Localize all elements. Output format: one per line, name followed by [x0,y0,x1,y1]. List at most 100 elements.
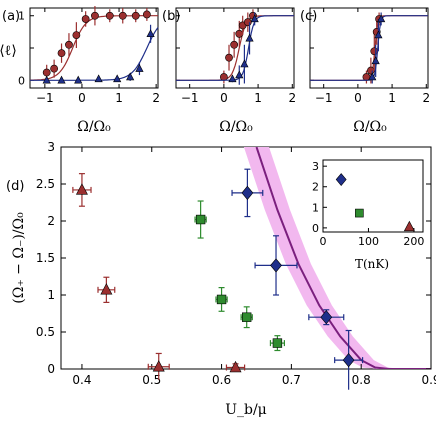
x-tick-label: 0.5 [142,373,161,387]
data-point [75,183,88,195]
x-tick-label: 0 [78,91,86,105]
panel-c-ticks: −1 0 1 2 [310,8,430,105]
panel-b-letter: (b) [162,9,180,24]
data-point [272,338,283,348]
x-tick-label: 1 [254,91,262,105]
x-tick-label: 0 [354,91,362,105]
data-point [250,14,259,23]
data-point [146,29,155,37]
data-point [91,11,99,20]
data-point [342,353,355,368]
y-tick-label: 1 [18,10,25,23]
inset-y-tick-label: 3 [312,160,319,173]
panel-a-ylabel: ⟨ℓ⟩ [0,43,17,59]
data-point [368,72,377,81]
data-point [50,64,59,73]
data-point [228,74,237,83]
data-point [243,18,252,27]
x-tick-label: 2 [422,91,430,105]
panel-d: (d) (Ω₊ − Ω₋)/Ω₀ U_b/μ 0.4 0.5 0.6 0.7 0.8 0.… [6,140,436,418]
x-tick-label: 2 [152,91,160,105]
data-point [113,74,122,83]
y-tick-label: 0 [18,74,25,87]
y-tick-label: 2 [47,214,55,228]
data-point [195,214,206,225]
data-point [374,30,383,39]
inset-point [355,208,364,218]
panel-d-letter: (d) [6,179,24,194]
inset-x-tick-label: 200 [403,235,424,248]
data-point [42,68,51,77]
inset-y-tick-label: 2 [312,181,319,194]
data-point [245,33,254,42]
data-point [142,10,151,19]
x-tick-label: −1 [36,91,54,105]
x-tick-label: 0.6 [212,373,231,387]
inset-xlabel: T(nK) [355,257,389,271]
data-point [57,49,66,58]
inset-y-tick-label: 0 [312,222,319,235]
panel-d-ylabel: (Ω₊ − Ω₋)/Ω₀ [11,212,27,304]
fit-curve [30,27,159,81]
y-tick-label: 3 [47,140,55,154]
inset-ticks: 0 100 200 0 1 2 3 [312,160,424,248]
y-tick-label: 0 [47,362,55,376]
y-tick-label: 1.5 [36,251,55,265]
panel-c-marks [310,12,428,84]
data-point [72,31,81,39]
data-point [135,64,144,72]
inset-x-tick-label: 100 [358,235,379,248]
data-point [241,312,252,322]
x-tick-label: 2 [288,91,296,105]
data-point [126,72,135,81]
panel-c: (c) Ω/Ω₀ −1 0 1 2 [300,7,430,135]
data-point [320,310,333,325]
inset-marks [335,173,415,232]
panel-b: (b) Ω/Ω₀ −1 0 1 2 [162,7,296,135]
panel-b-ticks: −1 0 1 2 [176,8,296,105]
data-point [131,11,140,20]
inset: T(nK) 0 100 200 0 1 2 3 [312,159,424,271]
data-point [65,40,73,49]
panel-a-ticks: −1 0 1 2 0 1 [18,8,160,105]
x-tick-label: 0.7 [282,373,301,387]
y-tick-label: 1 [47,288,55,302]
panel-d-xlabel: U_b/μ [225,402,267,418]
data-point [216,294,227,305]
inset-x-tick-label: 0 [320,235,327,248]
panel-a-xlabel: Ω/Ω₀ [77,119,111,135]
inset-point [335,173,347,187]
theory-band [243,147,431,369]
data-point [118,11,127,20]
data-point [270,258,282,273]
panel-a-frame [29,7,159,89]
x-tick-label: 1 [388,91,396,105]
data-point [240,59,249,68]
panel-a-letter: (a) [2,9,20,24]
data-point [377,14,386,23]
data-point [366,66,375,75]
data-point [219,73,228,81]
x-tick-label: 0.4 [72,373,91,387]
panel-c-xlabel: Ω/Ω₀ [353,119,387,135]
x-tick-label: −1 [181,91,199,105]
panel-a-marks [30,6,159,84]
inset-y-tick-label: 1 [312,201,319,214]
x-tick-label: 0.8 [352,373,371,387]
x-tick-label: 1 [115,91,123,105]
data-point [100,283,113,295]
data-point [371,56,380,65]
data-point [235,70,244,79]
panel-d-ticks: 0.4 0.5 0.6 0.7 0.8 0.9 0 0.5 1 1.5 2 2.5 3 [36,140,436,387]
data-point [230,40,239,49]
x-tick-label: 0 [220,91,228,105]
y-tick-label: 2.5 [36,177,55,191]
panel-b-marks [176,9,294,85]
inset-point [403,220,415,232]
panel-d-marks [72,168,364,390]
panel-a: (a) ⟨ℓ⟩ Ω/Ω₀ −1 0 1 2 0 1 [0,6,160,135]
data-point [57,75,66,84]
data-point [152,360,165,372]
data-point [235,29,244,38]
